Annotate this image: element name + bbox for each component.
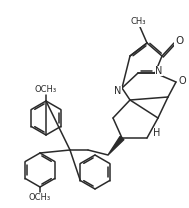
Text: O: O	[175, 36, 183, 46]
Text: OCH₃: OCH₃	[29, 193, 51, 203]
Text: OCH₃: OCH₃	[35, 84, 57, 94]
Polygon shape	[108, 136, 124, 155]
Text: H: H	[153, 128, 161, 138]
Text: N: N	[155, 66, 163, 76]
Text: CH₃: CH₃	[130, 17, 146, 26]
Text: N: N	[114, 86, 122, 96]
Text: O: O	[178, 76, 186, 86]
